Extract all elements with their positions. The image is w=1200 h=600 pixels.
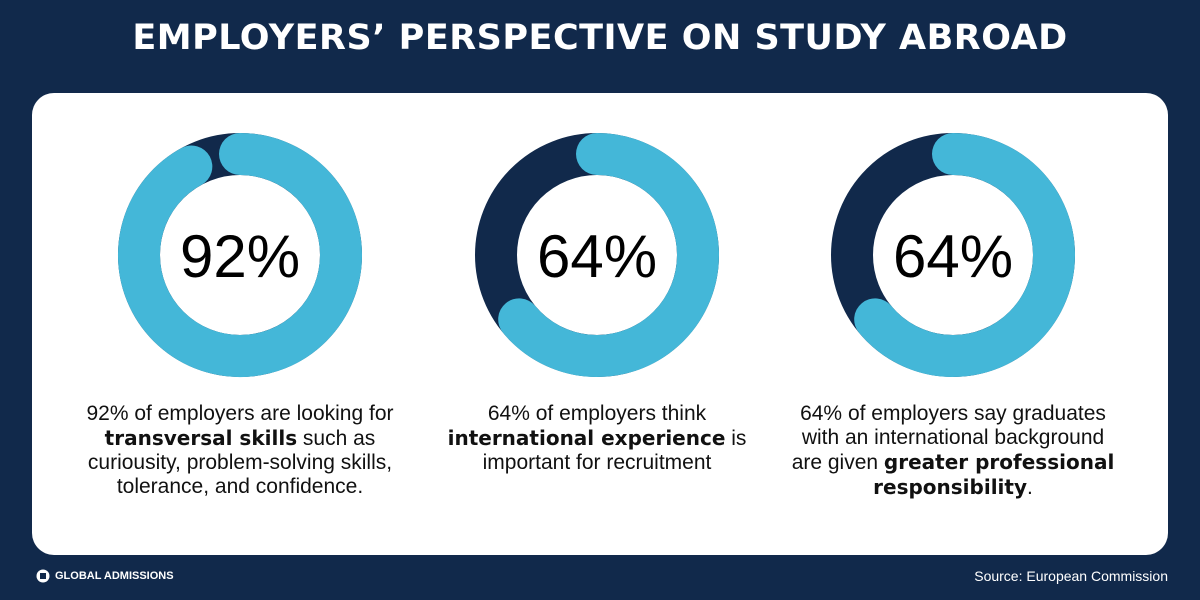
page-title: EMPLOYERS’ PERSPECTIVE ON STUDY ABROAD [132,18,1068,58]
donut-label: 92% [180,223,300,290]
donut-arc [854,133,1075,377]
caption-text: such as curiousity, problem-solving skil… [87,427,393,498]
caption-text: . [1027,476,1033,499]
caption-text: 64% of employers think [487,402,707,425]
brand-name: GLOBAL ADMISSIONS [55,570,174,582]
caption-text: 92% of employers are looking for [86,402,394,425]
source: Source: European Commission [974,568,1168,584]
brand-icon [36,569,50,583]
caption-bold: greater professional responsibility [873,450,1115,499]
brand: GLOBAL ADMISSIONS [36,569,174,583]
caption: 92% of employers are looking for transve… [75,402,405,499]
donut-arc [498,133,719,377]
donut-arc [118,133,362,377]
donut-label: 64% [893,223,1013,290]
caption: 64% of employers say graduates with an i… [788,402,1118,500]
caption-text: 64% of employers say graduates with an i… [791,402,1106,474]
caption-bold: transversal skills [104,426,298,450]
caption-text: is important for recruitment [482,427,747,474]
donut-label: 64% [537,223,657,290]
caption-bold: international experience [447,426,726,450]
caption: 64% of employers think international exp… [432,402,762,475]
